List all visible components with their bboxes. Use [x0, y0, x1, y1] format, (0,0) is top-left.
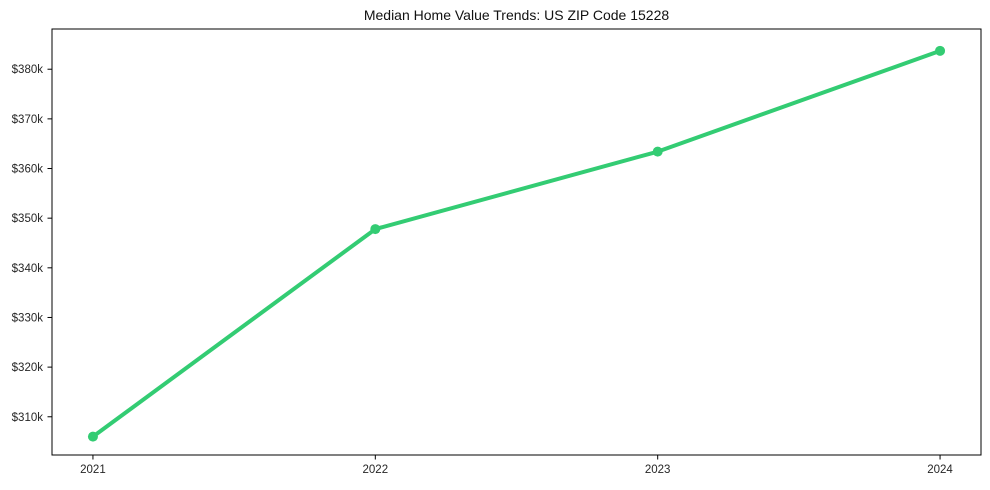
x-tick-label: 2023 [645, 464, 671, 476]
x-tick-label: 2024 [927, 464, 953, 476]
chart-title: Median Home Value Trends: US ZIP Code 15… [364, 7, 670, 23]
y-tick-label: $350k [12, 213, 44, 225]
y-tick-label: $380k [12, 64, 44, 76]
x-tick-label: 2022 [363, 464, 389, 476]
data-point-2023 [652, 146, 663, 157]
data-point-2021 [87, 431, 98, 442]
y-tick-label: $320k [12, 362, 44, 374]
y-tick-label: $310k [12, 412, 44, 424]
axes-layer: $310k $320k $330k $340k $350k $360k $370k $380k… [12, 28, 982, 476]
y-tick-label: $330k [12, 312, 44, 324]
plot-area [51, 28, 982, 456]
y-tick-label: $360k [12, 164, 44, 176]
data-point-2024 [935, 45, 946, 56]
y-tick-label: $370k [12, 114, 44, 126]
series-layer [87, 45, 946, 442]
data-point-2022 [370, 224, 381, 235]
series-line-median-home-value [90, 48, 943, 439]
x-tick-label: 2021 [80, 464, 106, 476]
y-tick-label: $340k [12, 263, 44, 275]
